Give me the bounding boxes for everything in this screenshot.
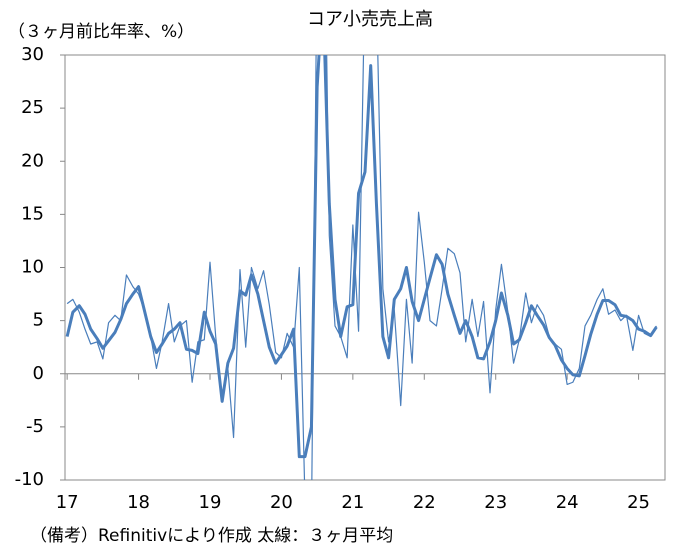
x-tick-label: 17 [56,492,79,513]
y-tick-label: 20 [21,150,44,171]
y-axis-label: （３ヶ月前比年率、%） [8,22,194,42]
x-tick-label: 22 [413,492,436,513]
chart-title: コア小売売上高 [307,9,433,30]
x-tick-label: 23 [484,492,507,513]
y-tick-label: 30 [21,44,44,65]
footnote: （備考）Refinitivにより作成 太線：３ヶ月平均 [30,526,393,546]
x-tick-label: 20 [270,492,293,513]
series-line [65,55,658,459]
y-tick-label: 15 [21,203,44,224]
y-tick-label: 0 [33,363,44,384]
plot-frame [64,54,666,481]
y-tick-label: 10 [21,257,44,278]
x-tick-label: 18 [127,492,150,513]
y-tick-label: -10 [15,469,44,490]
y-tick-label: 25 [21,97,44,118]
x-tick-label: 21 [341,492,364,513]
y-tick-label: -5 [26,416,44,437]
x-tick-label: 19 [199,492,222,513]
x-tick-label: 25 [627,492,650,513]
y-tick-label: 5 [33,310,44,331]
x-tick-label: 24 [556,492,579,513]
plot-area [65,55,658,480]
series-line [66,55,657,480]
